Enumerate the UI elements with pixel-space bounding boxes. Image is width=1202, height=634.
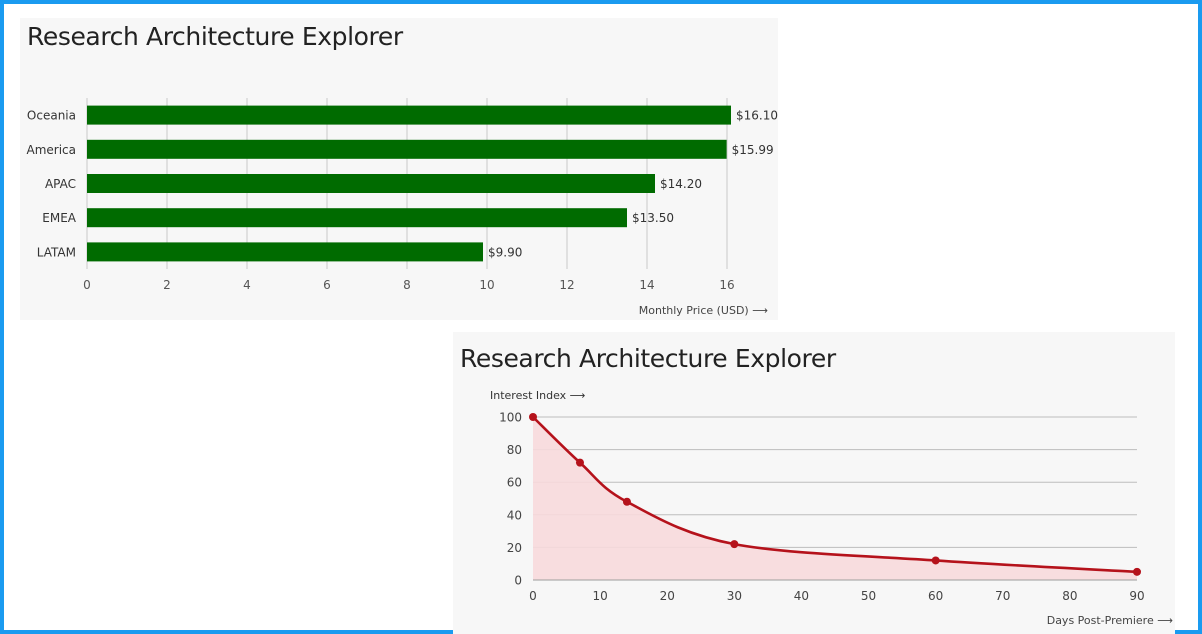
bar-data-label: $9.90 — [488, 245, 522, 259]
x-tick-label: 80 — [1062, 589, 1077, 603]
x-tick-label: 14 — [639, 278, 654, 292]
y-category-label: EMEA — [42, 211, 77, 225]
bar — [87, 105, 731, 125]
x-tick-label: 16 — [719, 278, 734, 292]
area-fill — [533, 417, 1137, 580]
x-tick-label: 10 — [592, 589, 607, 603]
x-axis-title: Monthly Price (USD) ⟶ — [639, 304, 768, 317]
x-tick-label: 12 — [559, 278, 574, 292]
y-category-label: America — [27, 143, 77, 157]
data-point — [1133, 567, 1141, 576]
x-tick-label: 50 — [861, 589, 876, 603]
y-tick-label: 60 — [507, 476, 522, 490]
x-tick-label: 0 — [529, 589, 537, 603]
bar — [87, 208, 627, 228]
x-tick-label: 8 — [403, 278, 411, 292]
y-axis-title: Interest Index ⟶ — [490, 389, 586, 402]
data-point — [575, 458, 584, 467]
data-point — [529, 413, 537, 421]
x-tick-label: 60 — [928, 589, 943, 603]
y-category-label: LATAM — [37, 245, 76, 259]
y-tick-label: 0 — [514, 574, 522, 588]
x-tick-label: 6 — [323, 278, 331, 292]
data-point — [931, 556, 940, 565]
x-tick-label: 4 — [243, 278, 251, 292]
bar-data-label: $15.99 — [732, 143, 774, 157]
x-tick-label: 70 — [995, 589, 1010, 603]
x-tick-label: 0 — [83, 278, 91, 292]
area-chart: 0 20 40 60 80 100 0 10 20 30 40 50 60 70 80 90 Interest … — [490, 389, 1174, 627]
bar — [87, 242, 483, 262]
y-tick-label: 20 — [507, 541, 522, 555]
bar — [87, 139, 727, 159]
x-tick-label: 2 — [163, 278, 171, 292]
x-axis-title: Days Post-Premiere ⟶ — [1047, 614, 1174, 627]
bar — [87, 174, 655, 193]
x-tick-label: 40 — [794, 589, 809, 603]
data-point — [622, 497, 631, 506]
area-chart-panel: Research Architecture Explorer 0 20 40 60 80… — [453, 332, 1175, 634]
y-category-label: Oceania — [27, 109, 76, 123]
x-tick-label: 10 — [479, 278, 494, 292]
bar-data-label: $13.50 — [632, 211, 674, 225]
bar-chart-title: Research Architecture Explorer — [27, 22, 403, 51]
x-tick-label: 20 — [660, 589, 675, 603]
area-chart-title: Research Architecture Explorer — [460, 344, 836, 373]
bar-data-label: $16.10 — [736, 109, 778, 123]
bar-data-label: $14.20 — [660, 177, 702, 191]
bar-chart-panel: Research Architecture Explorer 0 2 4 6 8 10 12… — [20, 18, 778, 320]
y-category-label: APAC — [45, 177, 76, 191]
bar-chart: 0 2 4 6 8 10 12 14 16 Oceania $16.10 America $15.99 A… — [27, 98, 778, 317]
y-tick-label: 40 — [507, 508, 522, 522]
x-tick-label: 90 — [1129, 589, 1144, 603]
y-tick-label: 100 — [499, 411, 522, 425]
data-point — [730, 540, 739, 549]
y-tick-label: 80 — [507, 443, 522, 457]
x-tick-label: 30 — [727, 589, 742, 603]
